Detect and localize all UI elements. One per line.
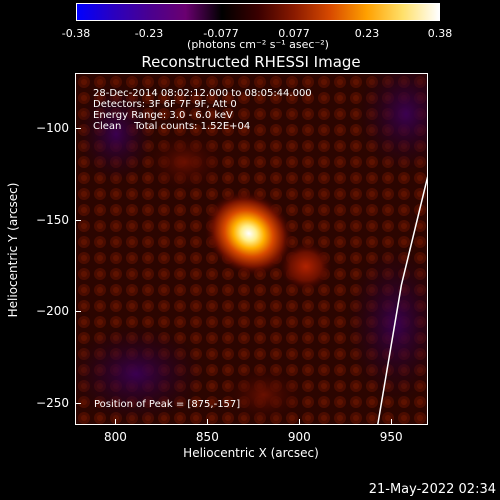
x-tick-label: 800: [103, 430, 127, 444]
negative-region: [76, 324, 206, 424]
y-tick-mark: [75, 403, 81, 404]
colorbar-units: (photons cm⁻² s⁻¹ asec⁻²): [187, 38, 329, 51]
annotation-clean: Clean Total counts: 1.52E+04: [93, 121, 251, 132]
secondary-source: [223, 366, 304, 423]
heatmap-image: [76, 74, 427, 424]
peak-source: [204, 191, 293, 276]
x-axis-label: Heliocentric X (arcsec): [183, 446, 319, 460]
source-layer: [144, 132, 332, 423]
annotation-peak: Position of Peak = [875,-157]: [94, 399, 241, 410]
colorbar-tick: -0.23: [134, 27, 164, 40]
annotation-time-range: 28-Dec-2014 08:02:12.000 to 08:05:44.000: [93, 88, 312, 99]
annotation-energy: Energy Range: 3.0 - 6.0 keV: [93, 110, 233, 121]
plot-area: 28-Dec-2014 08:02:12.000 to 08:05:44.000…: [75, 73, 428, 425]
y-tick-label: −100: [36, 121, 69, 135]
y-tick-mark: [75, 311, 81, 313]
y-tick-label: −150: [36, 212, 69, 227]
x-tick-mark: [115, 419, 117, 425]
x-tick-mark: [391, 419, 393, 425]
secondary-source: [144, 132, 225, 192]
secondary-source: [279, 242, 332, 291]
negative-region: [356, 74, 427, 174]
x-tick-mark: [299, 419, 301, 425]
y-tick-mark: [75, 219, 81, 221]
colorbar-tick: 0.23: [354, 27, 380, 40]
colorbar: [76, 3, 440, 21]
negative-region: [346, 244, 427, 404]
chart-title: Reconstructed RHESSI Image: [141, 53, 361, 71]
x-tick-label: 950: [379, 430, 403, 444]
colorbar-tick: 0.38: [427, 27, 453, 40]
y-tick-label: −250: [36, 396, 69, 410]
colorbar-tick: 0.077: [278, 27, 310, 40]
y-tick-label: −200: [36, 304, 69, 319]
colorbar-tick: -0.38: [61, 27, 91, 40]
x-tick-mark: [207, 419, 209, 425]
footer-date: 21-May-2022 02:34: [368, 482, 496, 497]
x-tick-label: 900: [287, 430, 311, 444]
y-tick-mark: [75, 128, 81, 129]
annotation-detectors: Detectors: 3F 6F 7F 9F, Att 0: [93, 99, 237, 110]
y-axis-label: Heliocentric Y (arcsec): [6, 182, 20, 318]
colorbar-tick: -0.077: [203, 27, 239, 40]
negative-region: [76, 84, 156, 184]
solar-limb-line: [377, 176, 427, 424]
x-tick-label: 850: [195, 430, 219, 444]
